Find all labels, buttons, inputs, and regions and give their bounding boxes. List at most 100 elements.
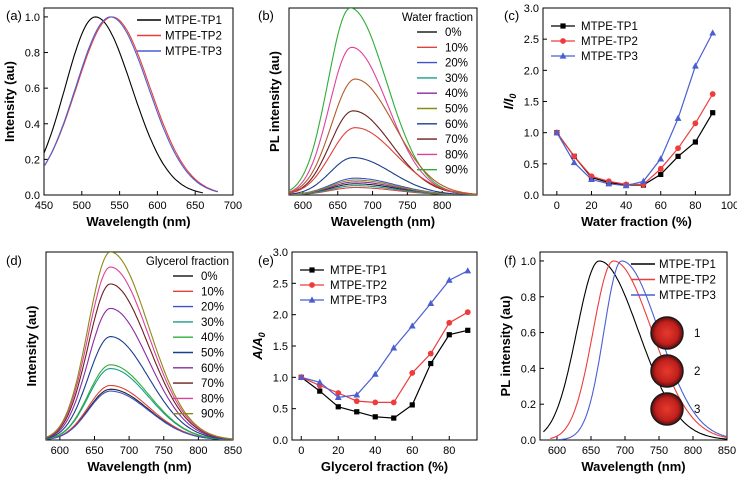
data-point [464,267,472,274]
legend-entry: 80% [201,393,224,405]
data-point [709,91,716,97]
data-point [571,153,578,160]
data-point [640,177,647,184]
series-curve-MTPE-TP3 [556,260,727,440]
x-tick-label: 750 [155,445,173,457]
data-point [692,139,698,145]
y-axis-label: Intensity (au) [24,306,39,387]
y-axis-label: Intensity (au) [2,61,17,142]
x-tick-label: 600 [548,445,566,457]
legend-entry: 30% [445,73,468,85]
panel-b: (b) 600 650 700 750 800 Wavelength (nm) PL inte… [258,7,478,229]
data-point [317,388,323,394]
series-line-MTPE-TP1 [300,329,468,419]
plot-area [300,270,469,419]
data-point [297,373,305,380]
series-curve-11 [289,78,477,195]
legend-entry: MTPE-TP2 [659,275,716,287]
y-tick-label: 3.0 [273,247,288,259]
data-point [692,120,699,127]
y-axis-label: PL intensity (au) [498,296,513,397]
legend-entry: MTPE-TP2 [581,36,638,48]
series-curve-70% [46,283,233,440]
data-point [409,370,416,376]
y-axis-label: PL intensity (au) [267,51,282,152]
legend-marker [308,296,316,303]
panel-label: (f) [504,253,516,268]
y-tick-label: 0.8 [521,292,536,304]
x-tick-label: 20 [332,445,344,457]
x-tick-label: 450 [35,200,53,212]
data-point [390,399,397,406]
data-point [335,390,342,396]
y-tick-label: 1.0 [25,12,40,24]
legend-entry: MTPE-TP2 [330,280,387,292]
x-tick-label: 60 [655,200,667,212]
data-point [372,414,378,420]
data-point [446,332,452,338]
series-curve-40% [46,364,233,440]
data-point [658,171,664,178]
series-curve-60% [46,307,233,440]
y-tick-label: 0.5 [273,404,288,416]
legend-entry: 60% [201,363,224,375]
x-tick-label: 0 [298,445,304,457]
series-curve-20% [46,390,233,440]
x-tick-label: 650 [329,200,347,212]
plot-frame [288,7,478,196]
y-tick-label: 0.5 [524,159,539,171]
legend-entry: MTPE-TP3 [330,295,387,307]
x-tick-label: 600 [294,200,312,212]
legend-entry: 80% [445,149,468,161]
series-line-MTPE-TP3 [556,32,714,187]
data-point [675,153,681,159]
x-axis-label: Wavelength (nm) [331,214,435,229]
legend-entry: 60% [445,119,468,131]
plot-area [556,32,714,187]
legend-entry: 50% [201,348,224,360]
data-point [622,182,630,189]
inset-label: 3 [694,404,700,416]
inset-label: 1 [694,328,700,340]
y-tick-label: 1.5 [524,97,539,109]
x-tick-label: 600 [148,200,166,212]
x-axis-label: Wavelength (nm) [581,459,685,474]
panel-e: (e) 0 20 40 60 80 0.0 0.5 1.0 1.5 2.0 2.5 3.0 Glycero… [250,247,478,474]
y-tick-label: 0.2 [25,154,40,166]
data-point [427,350,434,357]
legend-title: Water fraction [402,12,473,24]
x-tick-label: 700 [363,200,381,212]
y-tick-label: 1.0 [521,256,536,268]
data-point [464,309,471,316]
data-point [710,110,716,116]
series-curve-MTPE-TP2 [44,16,219,193]
x-axis-label: Water fraction (%) [581,214,692,229]
x-tick-label: 40 [369,445,381,457]
x-axis-label: Wavelength (nm) [87,459,191,474]
legend-entry: MTPE-TP1 [659,259,716,271]
x-tick-label: 600 [51,445,69,457]
plot-area [44,16,219,194]
x-tick-label: 650 [582,445,600,457]
data-point [391,415,397,421]
series-curve-10 [289,127,477,195]
data-point [588,175,595,183]
x-tick-label: 850 [224,445,242,457]
panel-f: (f) 600 650 700 750 800 850 0.0 0.2 0.4 0.6 0.8 1.0 W… [498,251,736,474]
plot-area [46,252,233,440]
x-tick-label: 60 [406,445,418,457]
y-tick-label: 0.8 [25,48,40,60]
series-line-MTPE-TP1 [556,112,714,186]
legend-marker [560,38,566,44]
x-tick-label: 500 [73,200,91,212]
legend-entry: 20% [201,302,224,314]
series-line-MTPE-TP3 [301,270,469,399]
panel-d: (d) 600 650 700 750 800 850 Wavelength (nm) Inte… [6,251,242,474]
series-curve-MTPE-TP3 [44,16,219,193]
panel-a: (a) 450 500 550 600 650 700 0.0 0.2 0.4 0.6 0.8 1.0 W… [2,7,242,229]
series-line-MTPE-TP2 [556,93,714,185]
x-tick-label: 850 [718,445,736,457]
y-tick-label: 1.5 [273,341,288,353]
inset-label: 2 [694,366,700,378]
